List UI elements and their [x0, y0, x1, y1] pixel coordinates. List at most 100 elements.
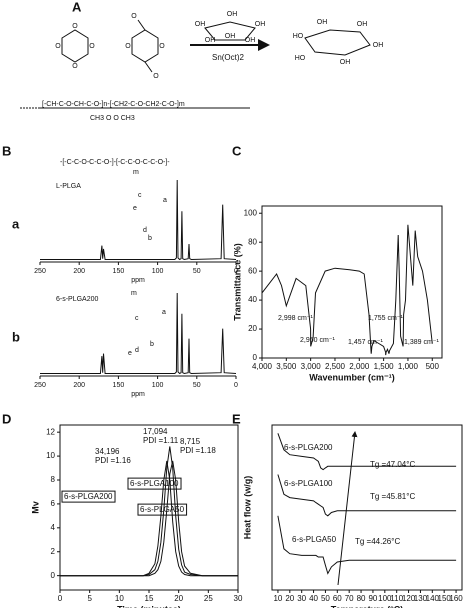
series-label: 6-s-PLGA100: [284, 479, 333, 488]
spectrum-line: [40, 292, 237, 375]
atom-label: OH: [205, 37, 216, 44]
x-tick-label: 5: [87, 594, 92, 603]
x-tick-label: 250: [34, 382, 46, 389]
x-tick-label: 120: [402, 594, 416, 603]
peak-label: c: [138, 192, 142, 199]
panel-sub-label: a: [12, 216, 20, 231]
atom-label: O: [125, 43, 131, 50]
annotation: 2,950 cm⁻¹: [300, 337, 335, 344]
series-label-box: [61, 490, 116, 503]
series-label: 6-s-PLGA200: [284, 443, 333, 452]
series-label: 6-s-PLGA50: [140, 505, 185, 514]
y-tick-label: 4: [51, 523, 56, 532]
y-tick-label: 80: [248, 237, 257, 246]
plot-frame: [271, 424, 463, 591]
atom-label: OH: [245, 37, 256, 44]
annotation: 1,457 cm⁻¹: [348, 339, 383, 346]
panel-label: A: [72, 0, 82, 14]
annotation: 1,389 cm⁻¹: [404, 339, 439, 346]
x-tick-label: 150: [438, 594, 452, 603]
atom-label: OH: [373, 42, 384, 49]
series-line: [261, 224, 433, 356]
x-tick-label: 150: [113, 268, 125, 275]
y-tick-label: 12: [46, 427, 55, 436]
panel-sub-label: b: [12, 329, 20, 344]
series-label: 6-s-PLGA50: [292, 535, 337, 544]
peak-label: c: [135, 315, 139, 322]
peak-label: a: [162, 309, 166, 316]
annotation: PDI =1.11: [143, 436, 179, 445]
atom-label: O: [72, 23, 78, 30]
series-line: [277, 433, 457, 471]
series-label-box: [127, 477, 182, 490]
sample-name: 6-s-PLGA200: [56, 296, 99, 303]
x-tick-label: 0: [58, 594, 63, 603]
peak-label: m: [133, 169, 139, 176]
x-tick-label: 25: [204, 594, 213, 603]
plot-frame: [261, 205, 443, 359]
peak-label: m: [131, 290, 137, 297]
x-tick-label: 30: [297, 594, 306, 603]
annotation: 2,998 cm⁻¹: [278, 315, 313, 322]
x-axis-label: Temperature (°C): [331, 604, 403, 608]
x-tick-label: 100: [152, 268, 164, 275]
series-label: 6-s-PLGA200: [64, 492, 113, 501]
atom-label: O: [72, 63, 78, 70]
annotation: 1,755 cm⁻¹: [368, 315, 403, 322]
x-axis-label: Wavenumber (cm⁻¹): [309, 372, 394, 382]
tg-arrow: [337, 431, 358, 586]
x-tick-label: 2,500: [325, 362, 346, 371]
x-tick-label: 4,000: [252, 362, 273, 371]
atom-label: HO: [293, 33, 304, 40]
y-tick-label: 8: [51, 475, 56, 484]
atom-label: OH: [357, 21, 368, 28]
x-tick-label: 50: [321, 594, 330, 603]
annotation: PDI =1.18: [180, 446, 216, 455]
y-tick-label: 6: [51, 499, 56, 508]
annotation: Tg =44.26°C: [355, 537, 400, 546]
x-tick-label: 15: [145, 594, 154, 603]
atom-label: O: [55, 43, 61, 50]
y-tick-label: 60: [248, 266, 257, 275]
panel-label: D: [2, 411, 11, 426]
x-tick-label: 20: [174, 594, 183, 603]
series-line: [60, 460, 238, 577]
x-tick-label: 1,500: [374, 362, 395, 371]
y-tick-label: 100: [244, 208, 258, 217]
x-tick-label: 150: [113, 382, 125, 389]
peak-label: d: [143, 227, 147, 234]
x-tick-label: 3,500: [276, 362, 297, 371]
x-tick-label: 200: [73, 382, 85, 389]
x-tick-label: 100: [152, 382, 164, 389]
x-tick-label: 10: [115, 594, 124, 603]
atom-label: OH: [317, 19, 328, 26]
x-tick-label: 10: [273, 594, 282, 603]
x-tick-label: 70: [345, 594, 354, 603]
polymer-formula: [-CH-C-O-CH-C-O-]n-[-CH2-C-O-CH2-C-O-]m: [42, 101, 185, 108]
spectrum-line: [40, 179, 237, 261]
y-axis-label: Heat flow (w/g): [242, 476, 252, 540]
polymer-formula-sub: CH3 O O CH3: [90, 115, 135, 122]
series-line: [277, 515, 457, 575]
x-tick-label: 2,000: [349, 362, 370, 371]
peak-label: d: [135, 347, 139, 354]
atom-label: O: [159, 43, 165, 50]
atom-label: O: [131, 13, 137, 20]
y-tick-label: 10: [46, 451, 55, 460]
x-tick-label: 130: [414, 594, 428, 603]
x-tick-label: 3,000: [301, 362, 322, 371]
panel-label: C: [232, 143, 242, 158]
scheme-drawing: [20, 19, 371, 109]
x-tick-label: 0: [234, 268, 238, 275]
x-tick-label: 110: [390, 594, 403, 603]
peak-label: a: [163, 197, 167, 204]
atom-label: HO: [295, 55, 306, 62]
panel-label: B: [2, 143, 11, 158]
x-tick-label: 500: [426, 362, 440, 371]
x-tick-label: 50: [193, 268, 201, 275]
x-tick-label: 200: [73, 268, 85, 275]
annotation: Tg =45.81°C: [370, 492, 415, 501]
x-tick-label: 40: [309, 594, 318, 603]
x-tick-label: 1,000: [398, 362, 419, 371]
